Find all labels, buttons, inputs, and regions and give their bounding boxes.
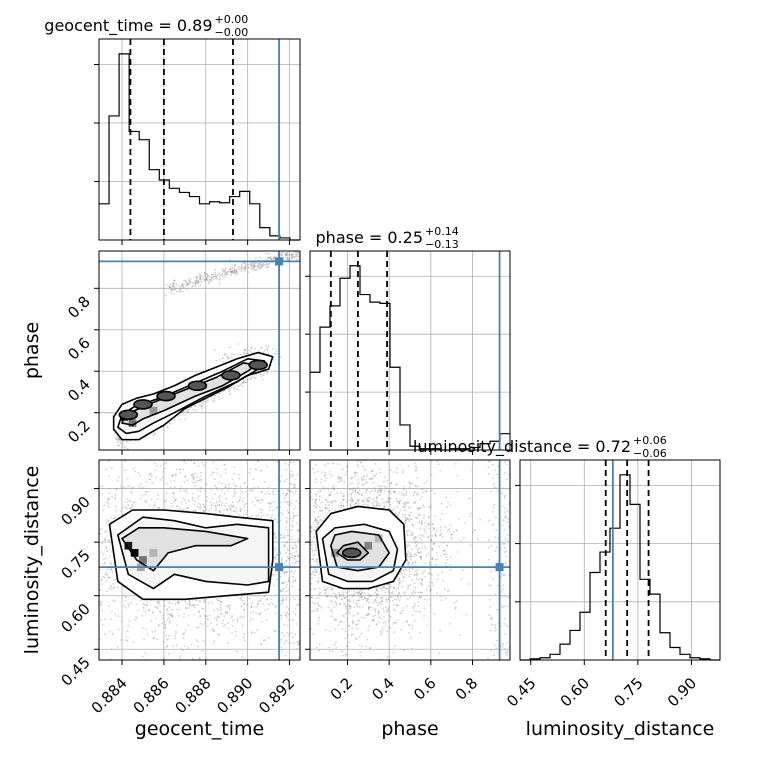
title-err-plus: +0.06: [633, 434, 667, 447]
x-tick-label: 0.8: [452, 674, 482, 704]
y-tick-label: 0.4: [64, 375, 94, 405]
contour-line: [321, 523, 399, 583]
y-axis-label-phase: phase: [21, 322, 43, 379]
histogram-step: [310, 265, 510, 451]
title-err-plus: +0.00: [215, 13, 249, 26]
axes-frame: [309, 459, 511, 661]
title-err-plus: +0.14: [425, 225, 459, 238]
x-tick-label: 0.890: [213, 674, 256, 717]
density-cell: [331, 549, 339, 557]
x-tick-label: 0.888: [172, 674, 215, 717]
x-tick-label: 0.75: [610, 674, 646, 710]
x-axis-label-luminosity_distance: luminosity_distance: [526, 718, 715, 740]
contour-core: [341, 547, 362, 559]
x-tick-label: 0.6: [410, 674, 440, 704]
density-cell: [374, 534, 383, 543]
y-tick-label: 0.2: [64, 417, 94, 447]
panel-contents: [99, 460, 300, 660]
x-tick-label: 0.60: [557, 674, 593, 710]
hist-panel-luminosity_distance: 0.45 0.60 0.75 0.90: [503, 459, 721, 710]
title-main: phase = 0.25: [316, 228, 423, 247]
title-err-minus: −0.00: [215, 26, 249, 39]
x-tick-label: 0.90: [664, 674, 700, 710]
panel-contents: [112, 251, 300, 450]
density-cell: [149, 406, 158, 415]
y-tick-label: 0.8: [64, 292, 94, 322]
contour-core: [221, 370, 241, 381]
hist-panel-phase: [305, 250, 511, 455]
contour-core: [187, 380, 208, 392]
contour-line: [330, 530, 390, 572]
x-tick-label: 0.892: [255, 674, 298, 717]
contour-core: [118, 409, 139, 421]
y-tick-label: 0.60: [57, 600, 93, 636]
density-cell: [139, 556, 147, 564]
x-tick-label: 0.2: [327, 674, 357, 704]
truth-marker: [275, 257, 284, 266]
title-main: luminosity_distance = 0.72: [413, 437, 631, 457]
x-axis-label-phase: phase: [381, 718, 438, 740]
contour-line: [336, 541, 370, 561]
density-cell: [124, 541, 133, 550]
axes-frame: [98, 459, 301, 661]
contour-line: [112, 351, 274, 441]
x-axis-label-geocent_time: geocent_time: [135, 718, 264, 740]
title-main: geocent_time = 0.89: [44, 16, 212, 36]
contour-core: [133, 399, 153, 410]
y-tick-label: 0.90: [57, 493, 93, 529]
density-cell: [364, 541, 373, 550]
title-phase: phase = 0.25 +0.14−0.13: [316, 225, 459, 251]
contour-line: [108, 509, 274, 601]
axes-frame: [98, 38, 301, 241]
contour-core: [156, 390, 176, 402]
axes-frame: [519, 459, 721, 661]
histogram-step: [520, 474, 720, 661]
title-err-minus: −0.13: [425, 238, 459, 251]
density-cell: [128, 419, 137, 427]
contour-line: [315, 505, 407, 590]
y-tick-label: 0.75: [57, 546, 93, 582]
title-geocent_time: geocent_time = 0.89 +0.00−0.00: [44, 13, 248, 39]
x-tick-label: 0.886: [130, 674, 173, 717]
hist-panel-geocent_time: [94, 38, 301, 245]
panel-geocent_time-vs-phase: 0.2 0.4 0.6 0.8: [64, 250, 301, 455]
truth-marker: [275, 563, 284, 572]
histogram-step: [99, 53, 300, 241]
contour-fill: [122, 527, 248, 571]
axes-frame: [309, 250, 511, 451]
contour-core: [248, 359, 268, 371]
y-tick-label: 0.6: [64, 334, 94, 364]
x-tick-label: 0.4: [368, 674, 398, 704]
axes-frame: [98, 250, 301, 451]
y-tick-label: 0.45: [57, 653, 93, 689]
density-cell: [130, 549, 139, 557]
y-axis-label-luminosity_distance: luminosity_distance: [21, 466, 43, 655]
density-cell: [149, 549, 158, 557]
contour-line: [117, 516, 270, 590]
title-luminosity_distance: luminosity_distance = 0.72 +0.06−0.06: [413, 434, 667, 460]
title-err-minus: −0.06: [633, 447, 667, 460]
x-tick-label: 0.884: [88, 674, 131, 717]
truth-marker: [495, 563, 504, 572]
x-tick-label: 0.45: [503, 674, 539, 710]
